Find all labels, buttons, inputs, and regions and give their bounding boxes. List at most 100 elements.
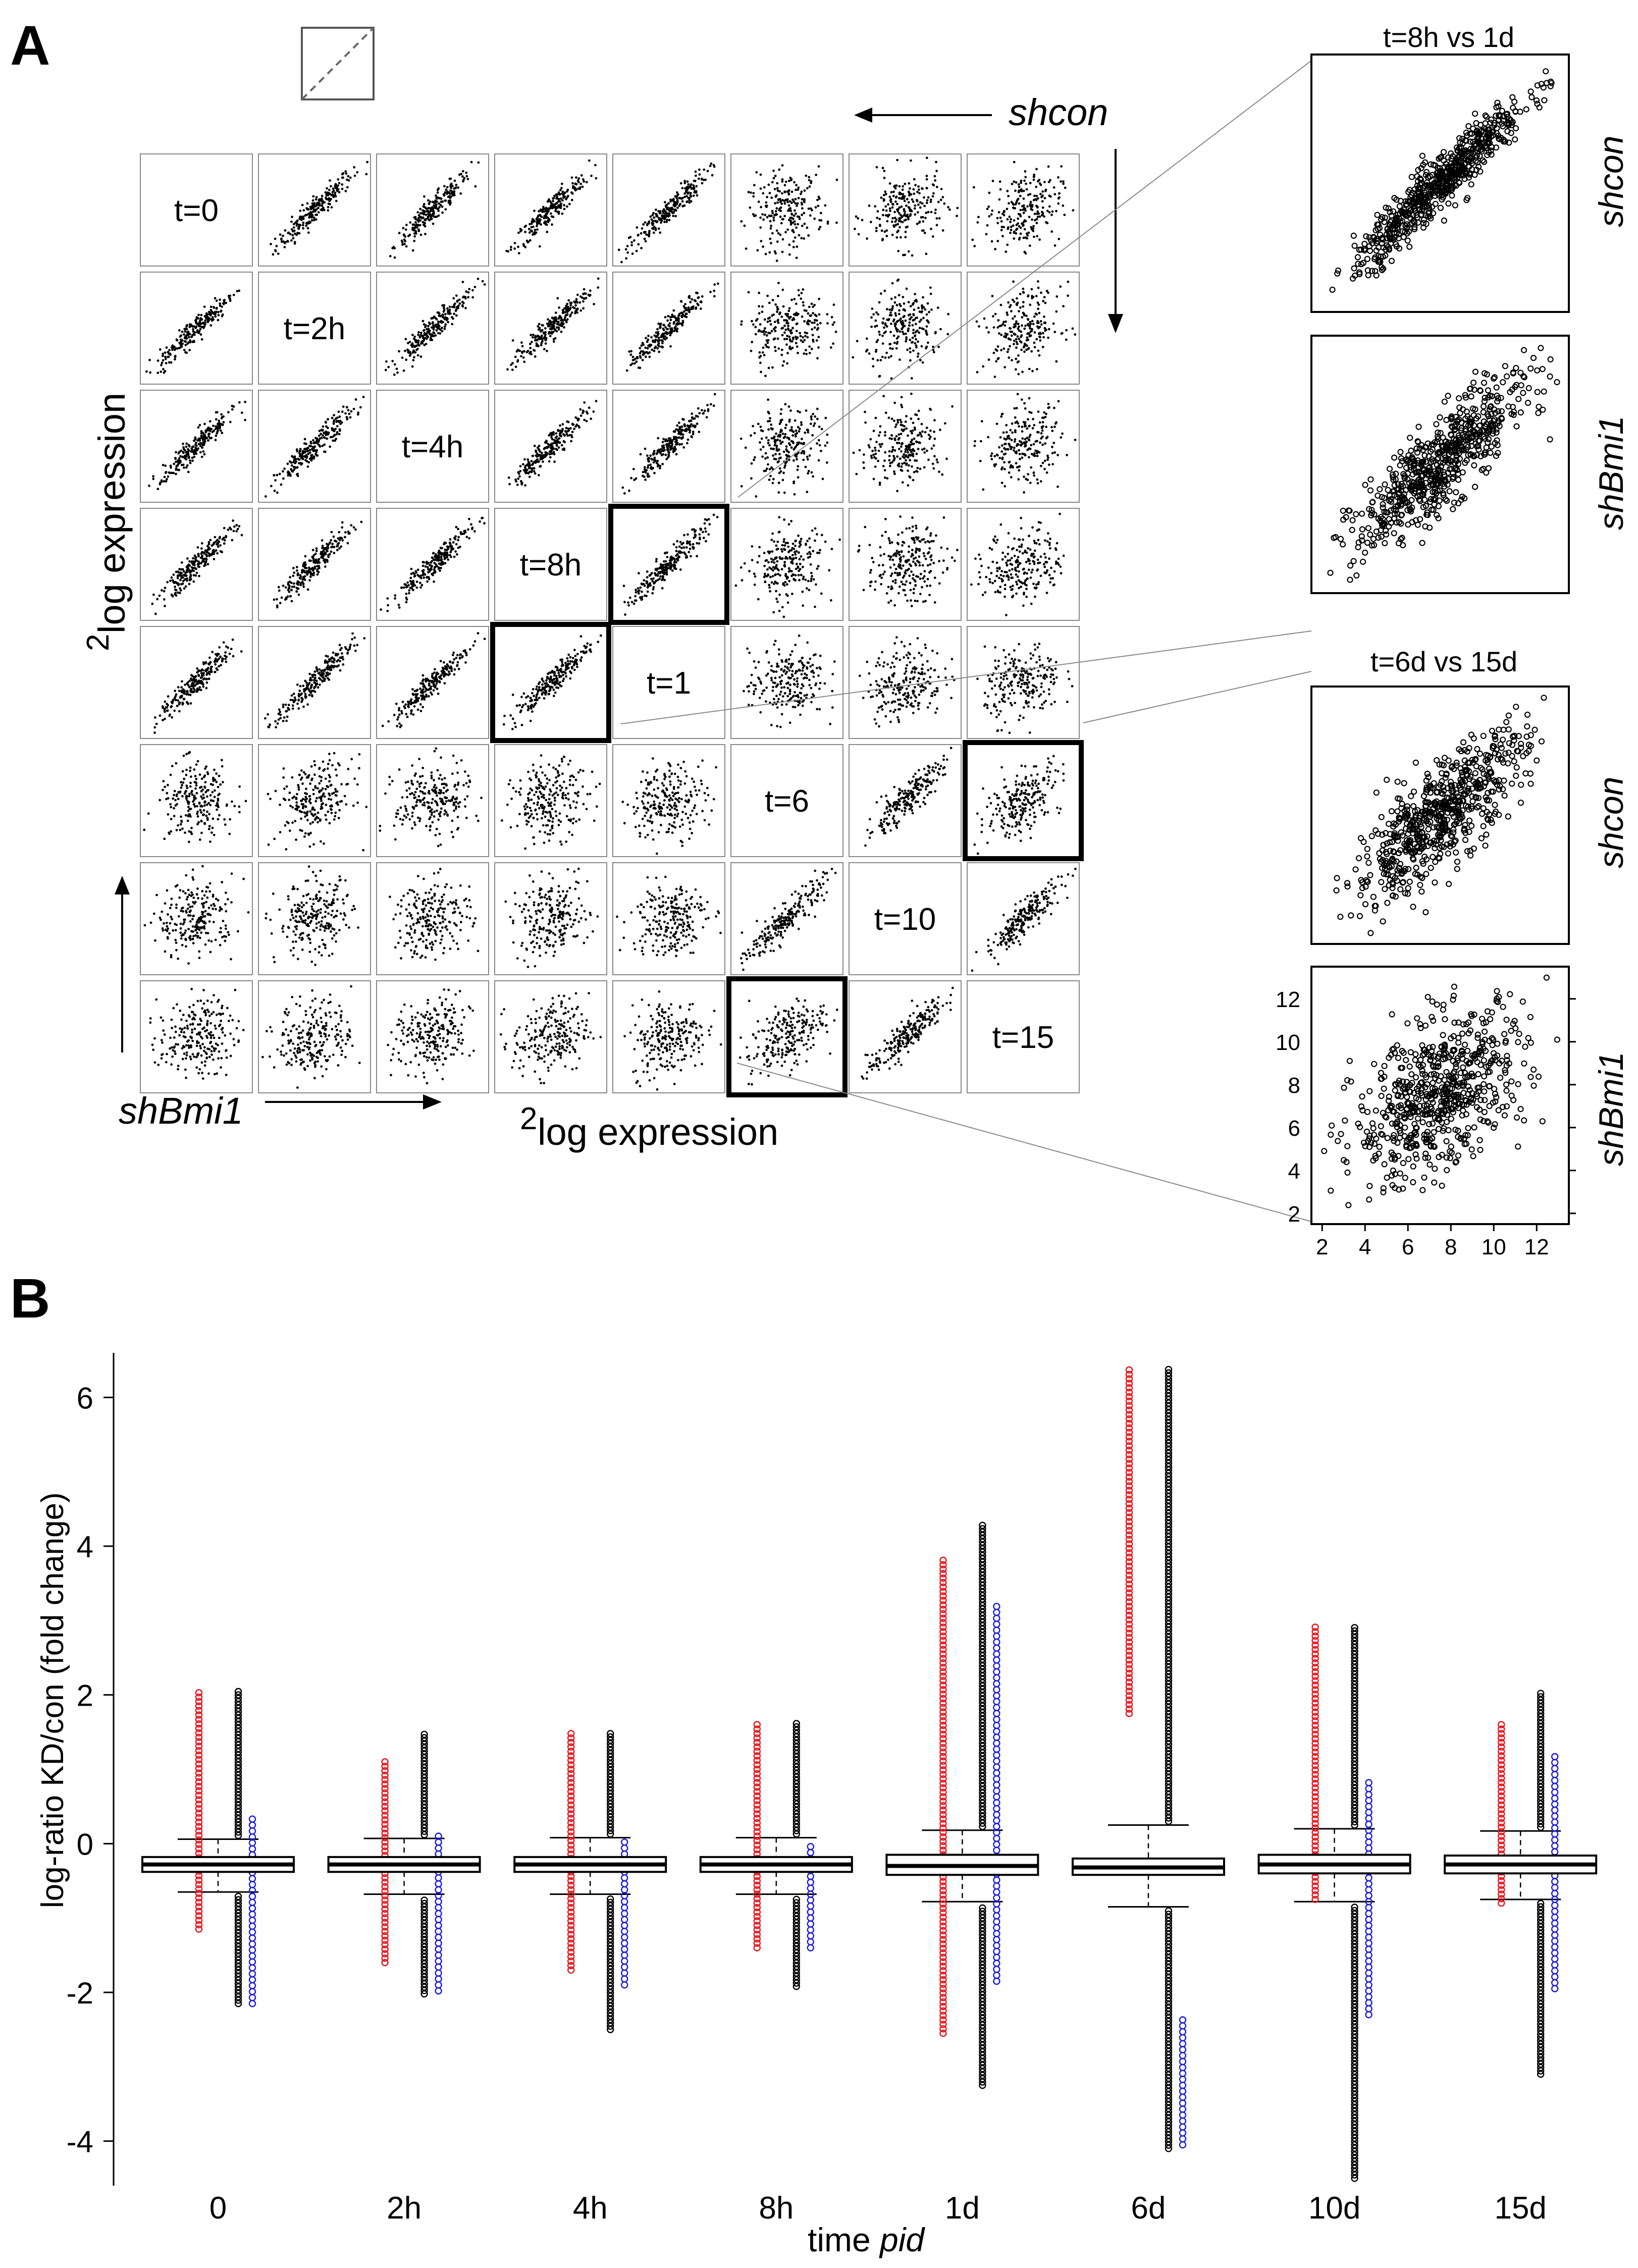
cell-point xyxy=(1014,333,1016,336)
cell-point xyxy=(664,201,666,203)
cell-point xyxy=(803,450,805,453)
cell-point xyxy=(544,327,547,330)
cell-point xyxy=(774,202,776,204)
cell-point xyxy=(896,329,899,331)
cell-point xyxy=(331,417,334,419)
cell-point xyxy=(636,226,638,229)
cell-point xyxy=(680,437,682,439)
cell-point xyxy=(875,417,877,419)
cell-point xyxy=(333,189,335,192)
cell-point xyxy=(905,219,907,221)
cell-point xyxy=(930,211,933,214)
cell-point xyxy=(545,342,547,345)
cell-point xyxy=(344,412,347,415)
cell-point xyxy=(926,156,928,159)
cell-point xyxy=(190,574,192,576)
cell-point xyxy=(891,217,894,220)
cell-point xyxy=(798,186,800,189)
cell-point xyxy=(885,229,888,232)
cell-point xyxy=(531,460,533,462)
cell-point xyxy=(297,227,300,230)
cell-point xyxy=(1014,440,1016,443)
cell-point xyxy=(894,323,897,326)
cell-point xyxy=(569,304,572,306)
cell-point xyxy=(1045,221,1047,224)
cell-point xyxy=(428,212,430,215)
cell-point xyxy=(402,227,404,230)
cell-point xyxy=(306,202,309,205)
cell-point xyxy=(924,232,926,234)
cell-point xyxy=(422,320,425,323)
cell-point xyxy=(772,448,774,450)
cell-point xyxy=(797,465,800,467)
cell-point xyxy=(558,446,560,449)
cell-point xyxy=(1003,461,1006,463)
cell-point xyxy=(534,355,537,358)
cell-point xyxy=(1016,224,1018,226)
cell-point xyxy=(1019,458,1021,460)
cell-point xyxy=(565,320,567,323)
cell-point xyxy=(231,539,233,542)
cell-point xyxy=(203,423,206,426)
cell-point xyxy=(779,431,782,434)
cell-point xyxy=(874,447,876,449)
cell-point xyxy=(869,438,872,441)
cell-point xyxy=(905,420,907,423)
cell-point xyxy=(662,212,664,214)
cell-point xyxy=(1017,443,1020,446)
cell-point xyxy=(1024,454,1027,457)
cell-point xyxy=(911,443,914,445)
cell-point xyxy=(635,478,638,480)
cell-point xyxy=(1046,209,1049,212)
cell-point xyxy=(582,186,584,188)
cell-point xyxy=(905,340,907,343)
cell-point xyxy=(294,242,296,245)
cell-point xyxy=(769,215,771,218)
cell-point xyxy=(665,454,667,456)
cell-point xyxy=(805,175,807,177)
cell-point xyxy=(794,493,796,496)
cell-point xyxy=(538,323,541,326)
cell-point xyxy=(912,479,915,482)
cell-point xyxy=(331,206,333,208)
cell-point xyxy=(1030,201,1032,203)
cell-point xyxy=(179,335,182,338)
cell-point xyxy=(212,319,215,321)
cell-point xyxy=(947,206,949,208)
cell-point xyxy=(788,204,790,207)
cell-point xyxy=(899,185,901,188)
cell-point xyxy=(414,230,417,232)
cell-point xyxy=(889,347,891,350)
cell-point xyxy=(428,203,431,205)
cell-point xyxy=(561,213,564,215)
cell-point xyxy=(866,237,868,240)
cell-point xyxy=(669,208,672,211)
cell-point xyxy=(678,443,681,446)
cell-point xyxy=(1015,229,1018,231)
cell-point xyxy=(307,465,309,468)
cell-point xyxy=(917,307,920,309)
cell-point xyxy=(1045,189,1047,191)
cell-point xyxy=(892,195,895,197)
cell-point xyxy=(666,328,669,331)
cell-point xyxy=(910,193,913,196)
cell-point xyxy=(795,342,798,344)
cell-point xyxy=(991,295,994,297)
cell-point xyxy=(797,223,799,226)
cell-point xyxy=(214,297,217,300)
cell-point xyxy=(536,455,539,458)
cell-point xyxy=(855,216,858,218)
cell-point xyxy=(567,428,570,430)
cell-point xyxy=(811,322,813,324)
cell-point xyxy=(1021,334,1023,337)
cell-point xyxy=(208,433,210,435)
cell-point xyxy=(1023,212,1025,214)
cell-point xyxy=(164,476,166,479)
cell-point xyxy=(1002,347,1005,350)
cell-point xyxy=(359,406,362,409)
cell-point xyxy=(434,206,437,209)
cell-point xyxy=(819,322,822,325)
cell-point xyxy=(537,344,539,347)
cell-point xyxy=(912,341,914,343)
cell-point xyxy=(179,455,182,457)
